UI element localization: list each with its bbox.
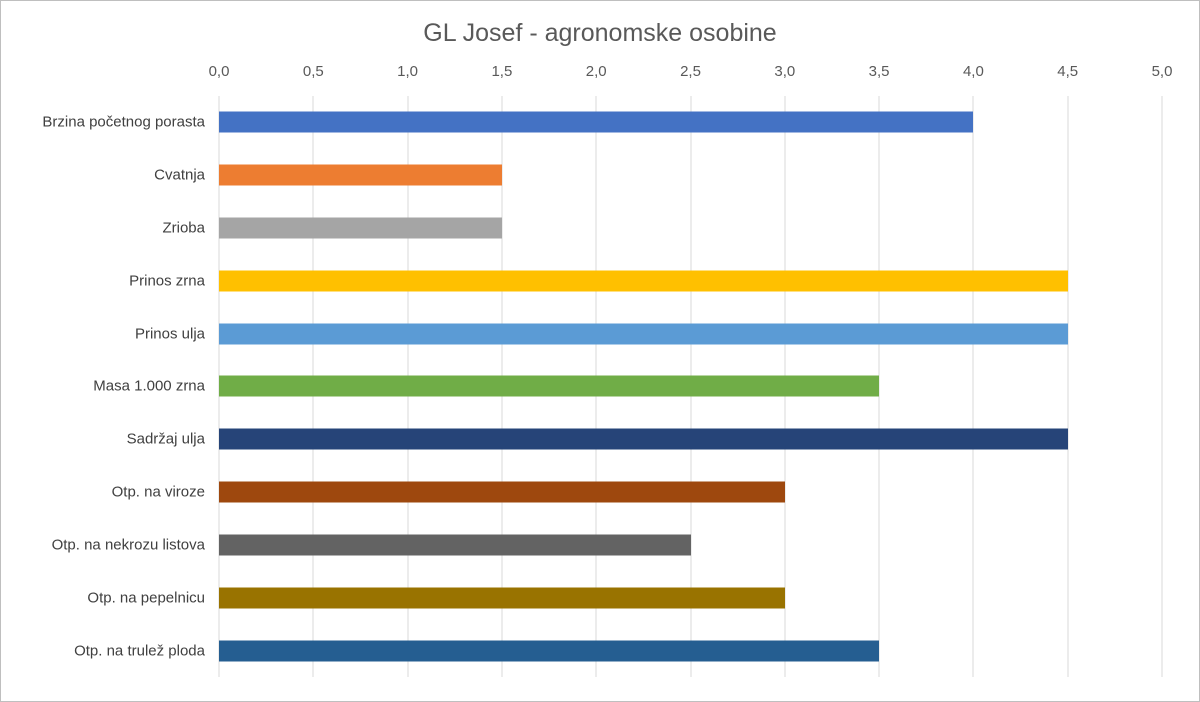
category-label: Brzina početnog porasta	[42, 113, 205, 131]
gridline	[1161, 96, 1163, 677]
bar	[219, 164, 502, 186]
bar-row: Brzina početnog porasta	[42, 96, 1162, 149]
x-axis-tick-label: 2,0	[585, 63, 607, 80]
category-label: Otp. na viroze	[111, 483, 205, 501]
category-label: Prinos zrna	[129, 272, 205, 290]
category-label: Masa 1.000 zrna	[93, 377, 205, 395]
bar	[219, 375, 880, 397]
category-label: Prinos ulja	[134, 325, 205, 343]
x-axis-tick-label: 3,5	[868, 63, 890, 80]
x-axis: 0,0 0,5 1,0 1,5 2,0 2,5 3,0 3,5 4,0 4,5 5,0	[209, 63, 1173, 87]
bar	[219, 587, 785, 609]
gridline	[972, 96, 974, 677]
bar-row: Masa 1.000 zrna	[93, 360, 1162, 413]
bar-row: Otp. na trulež ploda	[74, 624, 1162, 677]
bar-row: Sadržaj ulja	[127, 413, 1162, 466]
x-axis-tick-label: 2,5	[680, 63, 701, 80]
x-axis-tick-label: 3,0	[774, 63, 796, 80]
category-label: Sadržaj ulja	[126, 430, 205, 448]
x-axis-tick-label: 5,0	[1151, 63, 1173, 80]
bar	[219, 534, 691, 556]
plot-area: Brzina početnog porasta Cvatnja Zrioba Prin…	[42, 96, 1163, 677]
bar-row: Prinos zrna	[129, 254, 1162, 307]
category-label: Otp. na pepelnicu	[87, 589, 205, 607]
bar-rows: Brzina početnog porasta Cvatnja Zrioba Prin…	[42, 96, 1162, 677]
x-axis-tick-label: 4,5	[1057, 63, 1079, 80]
bar-row: Zrioba	[162, 202, 1162, 255]
x-axis-tick-label: 4,0	[962, 63, 984, 80]
bar-row: Otp. na viroze	[112, 466, 1162, 519]
bar-row: Prinos ulja	[135, 307, 1162, 360]
bar	[219, 640, 880, 662]
x-axis-tick-label: 0,5	[302, 63, 324, 80]
x-axis-tick-label: 1,5	[491, 63, 513, 80]
bar	[219, 481, 785, 503]
category-label: Otp. na nekrozu listova	[51, 536, 205, 554]
bar-row: Otp. na pepelnicu	[87, 571, 1162, 624]
x-axis-tick-label: 0,0	[208, 63, 230, 80]
chart-title: GL Josef - agronomske osobine	[423, 19, 777, 47]
bar	[219, 323, 1068, 345]
category-label: Cvatnja	[154, 166, 205, 184]
gridline	[1067, 96, 1069, 677]
category-label: Zrioba	[162, 219, 205, 237]
bar-row: Cvatnja	[154, 149, 1162, 202]
category-label: Otp. na trulež ploda	[74, 642, 205, 660]
bar	[219, 217, 502, 239]
bar	[219, 428, 1068, 450]
gridline	[878, 96, 880, 677]
bar-row: Otp. na nekrozu listova	[52, 519, 1162, 572]
x-axis-tick-label: 1,0	[397, 63, 419, 80]
bar	[219, 111, 974, 133]
bar	[219, 270, 1068, 292]
